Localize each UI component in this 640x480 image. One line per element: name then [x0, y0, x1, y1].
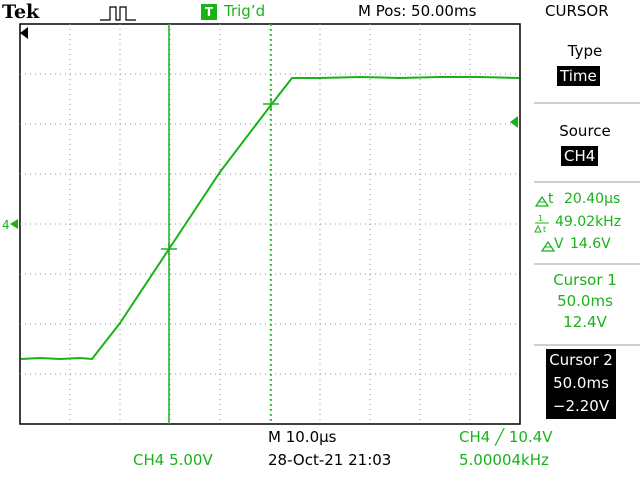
cursor-2-crossing	[263, 98, 279, 110]
frequency-value: 49.02kHz	[555, 214, 622, 230]
cursor-2-time: 50.0ms	[553, 374, 609, 392]
delta-t-prefix: t	[548, 191, 554, 207]
trigger-level-marker-icon	[510, 116, 518, 128]
pulse-shape-icon	[100, 6, 136, 21]
cursor-2-panel[interactable]: Cursor 2 50.0ms −2.20V	[546, 349, 616, 419]
source-value-button[interactable]: CH4	[561, 146, 599, 166]
menu-separator	[534, 181, 640, 183]
svg-text:1: 1	[538, 214, 543, 223]
cursor-1-volt: 12.4V	[563, 313, 607, 331]
datetime-readout: 28-Oct-21 21:03	[268, 451, 392, 469]
cursor-1-panel[interactable]: Cursor 1 50.0ms 12.4V	[530, 270, 640, 333]
delta-t-value: 20.40µs	[564, 191, 621, 207]
cursor-2-label: Cursor 2	[549, 351, 613, 369]
delta-icon	[535, 195, 549, 207]
trigger-badge: T	[201, 4, 217, 20]
svg-text:t: t	[543, 225, 546, 233]
menu-title: CURSOR	[545, 2, 609, 20]
delta-v-value: 14.6V	[570, 236, 611, 252]
cursor-1-label: Cursor 1	[553, 271, 617, 289]
menu-separator	[534, 344, 640, 346]
graticule-grid	[20, 24, 520, 424]
menu-separator	[534, 102, 640, 104]
trigger-frequency-readout: 5.00004kHz	[459, 451, 549, 469]
delta-v-prefix: V	[554, 236, 564, 252]
ch4-scale-readout: CH4 5.00V	[133, 451, 213, 469]
cursor-1-time: 50.0ms	[557, 292, 613, 310]
timebase-readout: M 10.0µs	[268, 428, 337, 446]
ch4-ground-marker-icon: 4	[2, 218, 10, 232]
delta-icon	[541, 240, 555, 252]
brand-logo: Tek	[2, 1, 40, 23]
frequency-icon: 1 t	[534, 214, 549, 233]
cursor-2-volt: −2.20V	[552, 397, 610, 415]
m-pos-readout: M Pos: 50.00ms	[358, 2, 477, 20]
ch4-waveform	[20, 75, 520, 361]
trigger-status: Trig’d	[224, 2, 266, 20]
trigger-setting-readout: CH4 ╱ 10.4V	[459, 428, 553, 446]
waveform-display: 4	[2, 23, 521, 425]
type-value-button[interactable]: Time	[557, 66, 600, 86]
menu-separator	[534, 263, 640, 265]
cursor-1-crossing	[161, 243, 177, 255]
type-label: Type	[567, 42, 603, 60]
trigger-position-marker-icon	[20, 27, 28, 39]
source-label: Source	[559, 122, 611, 140]
